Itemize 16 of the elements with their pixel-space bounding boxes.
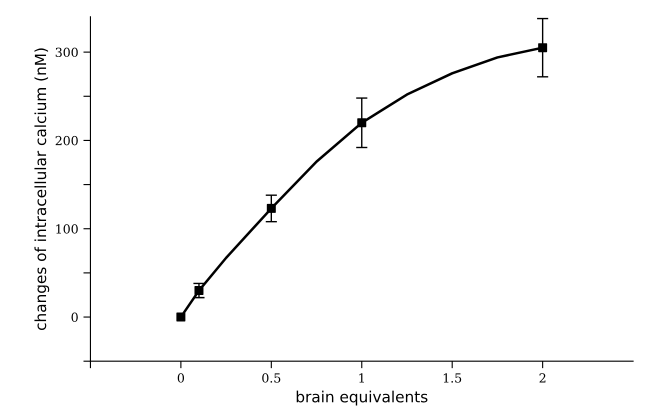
- x-tick-label: 0: [178, 373, 184, 383]
- point: [538, 43, 548, 52]
- y-tick-label: 100: [56, 224, 78, 234]
- x-axis-title: brain equivalents: [296, 390, 428, 406]
- point: [266, 204, 276, 213]
- y-tick-label: 300: [56, 48, 78, 58]
- point: [176, 312, 186, 322]
- y-axis-title: changes of intracellular calcium (nM): [34, 48, 50, 330]
- point: [194, 286, 204, 296]
- y-tick-label: 0: [72, 312, 78, 322]
- x-tick-label: 0.5: [262, 373, 280, 383]
- y-tick-label: 200: [56, 136, 78, 146]
- x-tick-label: 1: [359, 373, 364, 383]
- x-tick-label: 1.5: [444, 373, 462, 383]
- point: [357, 118, 366, 128]
- x-tick-label: 2: [540, 373, 546, 383]
